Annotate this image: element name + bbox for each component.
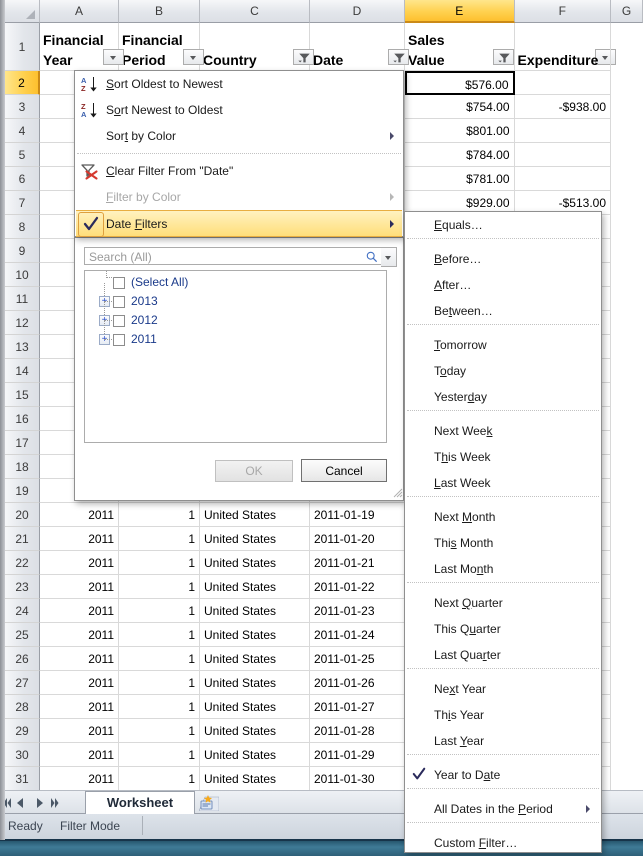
svg-text:A: A — [81, 110, 87, 119]
svg-text:Z: Z — [81, 84, 86, 93]
